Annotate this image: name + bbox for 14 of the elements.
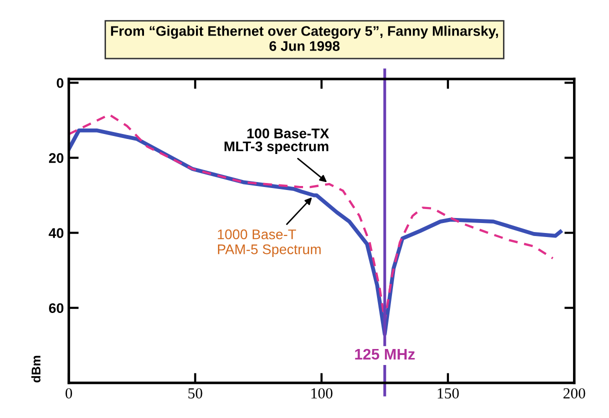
x-tick-label: 50 bbox=[188, 388, 202, 398]
y-tick-label: 0 bbox=[56, 78, 64, 88]
x-tick-label: 200 bbox=[564, 388, 586, 398]
y-axis-title: dBm bbox=[31, 356, 40, 382]
x-tick-label: 0 bbox=[66, 388, 72, 398]
x-tick-label: 150 bbox=[438, 388, 459, 398]
y-tick-label: 20 bbox=[48, 153, 64, 163]
ref-line-label: 125 MHz bbox=[355, 348, 415, 360]
annotation: 100 Base-TX MLT-3 spectrum bbox=[224, 128, 330, 154]
y-tick-label: 40 bbox=[48, 228, 64, 238]
chart-title: From “Gigabit Ethernet over Category 5”, Fanny Mlinarsky, 6 Jun 1998 bbox=[111, 26, 498, 51]
annotation: 1000 Base-T PAM-5 Spectrum bbox=[218, 229, 321, 257]
y-tick-label: 60 bbox=[49, 303, 64, 314]
x-tick-label: 100 bbox=[311, 388, 332, 398]
